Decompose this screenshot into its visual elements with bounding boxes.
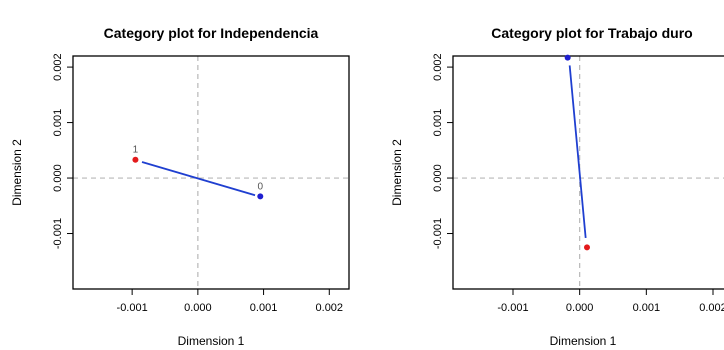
y-tick-label: -0.001 — [432, 218, 444, 249]
x-tick-label: 0.002 — [316, 302, 344, 314]
chart-panel-1: Category plot for Independencia -0.001 0.0… — [10, 25, 350, 348]
x-tick-label: 0.000 — [184, 302, 212, 314]
x-axis-label: Dimension 1 — [550, 334, 617, 348]
x-tick-label: 0.001 — [633, 302, 661, 314]
y-tick-label: 0.001 — [432, 109, 444, 137]
y-axis-label: Dimension 2 — [390, 139, 404, 206]
category-point — [564, 54, 571, 61]
y-tick-label: 0.000 — [432, 164, 444, 192]
y-tick-label: 0.002 — [432, 53, 444, 81]
category-point-label: 0 — [258, 181, 264, 192]
category-point-label: 1 — [133, 145, 139, 156]
category-point — [132, 156, 139, 163]
category-point — [584, 244, 590, 251]
x-tick-label: -0.001 — [117, 302, 148, 314]
x-tick-label: -0.001 — [497, 302, 528, 314]
chart-title: Category plot for Trabajo duro — [491, 25, 692, 41]
chart-panel-2: Category plot for Trabajo duro -0.001 0.00… — [390, 25, 724, 348]
category-point — [257, 193, 264, 200]
plot-frame — [72, 55, 350, 290]
x-tick-label: 0.000 — [566, 302, 594, 314]
plot-frame — [452, 55, 724, 290]
x-tick-label: 0.001 — [250, 302, 278, 314]
y-tick-label: -0.001 — [52, 218, 64, 249]
y-tick-label: 0.002 — [52, 53, 64, 81]
category-segment — [141, 161, 256, 197]
x-tick-label: 0.002 — [699, 302, 724, 314]
category-segment — [568, 65, 587, 239]
chart-title: Category plot for Independencia — [104, 25, 319, 41]
y-tick-label: 0.000 — [52, 164, 64, 192]
y-axis-label: Dimension 2 — [10, 139, 24, 206]
y-tick-label: 0.001 — [52, 109, 64, 137]
x-axis-label: Dimension 1 — [178, 334, 245, 348]
